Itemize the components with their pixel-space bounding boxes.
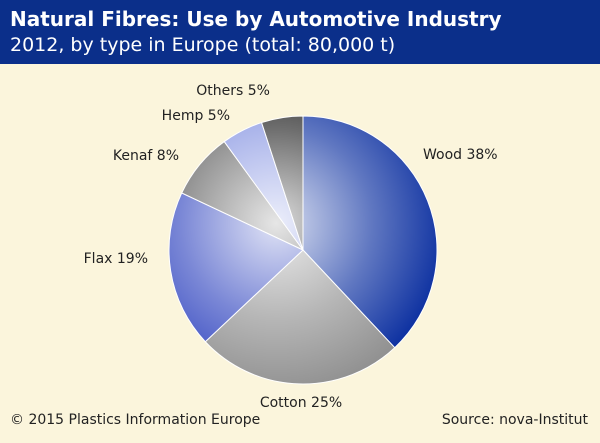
slice-label-kenaf: Kenaf 8% xyxy=(113,148,179,164)
chart-title: Natural Fibres: Use by Automotive Indust… xyxy=(10,7,502,31)
slice-label-wood: Wood 38% xyxy=(423,147,498,163)
source-note: Source: nova-Institut xyxy=(441,412,588,428)
slice-label-cotton: Cotton 25% xyxy=(260,395,342,409)
pie-chart: Wood 38% Cotton 25% Flax 19% Kenaf 8% Hemp 5… xyxy=(84,83,498,409)
chart-subtitle: 2012, by type in Europe (total: 80,000 t… xyxy=(10,34,396,56)
slice-label-hemp: Hemp 5% xyxy=(162,108,230,124)
copyright-note: © 2015 Plastics Information Europe xyxy=(10,412,261,428)
chart-header: Natural Fibres: Use by Automotive Indust… xyxy=(0,0,600,64)
slice-label-flax: Flax 19% xyxy=(84,251,148,267)
slice-label-others: Others 5% xyxy=(196,83,270,99)
